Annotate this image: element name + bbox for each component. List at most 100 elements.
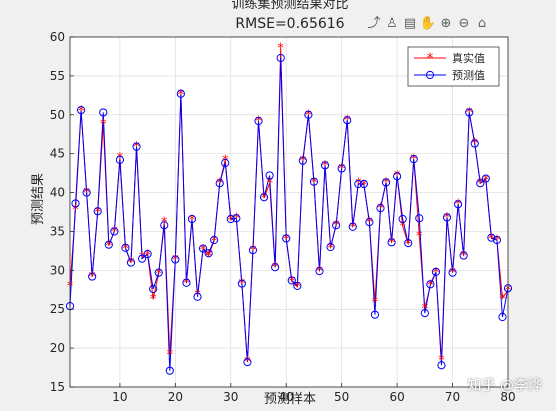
true-point: * — [433, 266, 440, 281]
pred-point — [154, 268, 163, 277]
true-point: * — [399, 220, 406, 235]
true-point: * — [499, 292, 506, 307]
pred-point — [320, 161, 330, 170]
true-point: * — [322, 159, 329, 174]
pred-point — [115, 155, 124, 164]
pred-point — [309, 177, 319, 186]
pred-point — [343, 116, 352, 125]
y-tick-label: 40 — [50, 186, 65, 200]
pred-point — [204, 249, 213, 258]
true-point: * — [261, 192, 268, 207]
pred-point — [498, 312, 507, 322]
pred-point — [454, 200, 463, 209]
pred-point — [431, 267, 441, 276]
true-point: * — [89, 270, 96, 285]
pred-point — [293, 281, 302, 290]
pred-point — [365, 218, 374, 227]
legend-marker-pred — [425, 70, 435, 80]
pred-point — [409, 155, 418, 164]
y-tick-label: 25 — [50, 302, 65, 316]
pred-point — [160, 221, 169, 230]
true-point: * — [139, 251, 146, 266]
true-point: * — [200, 243, 207, 258]
legend-box — [407, 46, 500, 87]
true-point: * — [172, 253, 179, 268]
pred-point — [232, 214, 241, 223]
true-point: * — [144, 248, 151, 263]
pred-point — [193, 292, 202, 301]
true-point: * — [355, 177, 362, 192]
pred-point — [82, 188, 91, 197]
zoom-in-icon[interactable]: ⊕ — [440, 15, 452, 31]
true-point: * — [250, 244, 257, 259]
pred-point — [254, 116, 263, 126]
y-tick-label: 20 — [50, 341, 65, 355]
x-tick-label: 70 — [445, 390, 460, 404]
y-tick-label: 55 — [50, 69, 65, 83]
pred-point — [198, 244, 208, 253]
pred-point — [337, 164, 346, 173]
pred-point — [359, 179, 368, 189]
x-tick-label: 20 — [168, 390, 183, 404]
legend[interactable]: * 真实值 预测值 — [407, 46, 500, 87]
true-point: * — [405, 237, 412, 252]
true-point: * — [266, 177, 273, 192]
pred-point — [387, 238, 396, 247]
pred-point — [149, 284, 158, 294]
true-point: * — [449, 266, 456, 281]
pred-point — [76, 106, 86, 115]
pred-point — [137, 254, 147, 263]
x-tick-label: 80 — [500, 390, 515, 404]
pred-point — [298, 156, 307, 165]
true-point: * — [122, 242, 129, 257]
true-point: * — [383, 176, 390, 191]
true-point: * — [471, 136, 478, 151]
export-icon[interactable]: ⤴ — [367, 15, 381, 31]
true-point: * — [133, 140, 140, 155]
x-axis-label: 预测样本 — [264, 392, 316, 407]
pred-point — [354, 179, 363, 189]
true-point: * — [394, 169, 401, 184]
pred-point — [259, 193, 269, 202]
true-point: * — [327, 241, 334, 256]
zoom-out-icon[interactable]: ⊖ — [458, 15, 470, 31]
axes-background — [70, 37, 508, 387]
x-tick-label: 60 — [389, 390, 404, 404]
true-point: * — [94, 206, 101, 221]
true-point: * — [350, 220, 357, 235]
true-point: * — [183, 276, 190, 291]
true-point: * — [78, 104, 85, 119]
pred-point — [276, 53, 285, 63]
x-tick-label: 50 — [334, 390, 349, 404]
pred-point — [132, 142, 141, 151]
home-icon[interactable]: ⌂ — [477, 15, 487, 31]
true-point: * — [239, 277, 246, 292]
pred-point — [348, 222, 357, 231]
true-point: * — [494, 234, 501, 249]
true-point: * — [483, 174, 490, 189]
y-tick-label: 35 — [50, 224, 65, 238]
pred-point — [398, 214, 407, 224]
true-point: * — [167, 348, 174, 363]
pred-point — [470, 139, 479, 148]
datatips-icon[interactable]: ▤ — [403, 15, 417, 31]
pred-point — [171, 255, 180, 264]
true-point: * — [216, 177, 223, 192]
pan-icon[interactable]: ✋ — [419, 15, 437, 31]
true-point: * — [150, 293, 157, 308]
true-point: * — [410, 153, 417, 168]
true-point: * — [283, 233, 290, 248]
brush-icon[interactable]: ♙ — [386, 15, 398, 31]
true-point: * — [211, 234, 218, 249]
pred-point — [415, 214, 424, 223]
pred-point — [182, 278, 191, 287]
true-point: * — [488, 232, 495, 247]
legend-entry-pred: 预测值 — [414, 69, 485, 82]
y-tick-label: 15 — [50, 380, 65, 394]
true-point: * — [194, 289, 201, 304]
true-point: * — [128, 256, 135, 271]
true-point: * — [300, 154, 307, 169]
true-point: * — [111, 225, 118, 240]
legend-marker-true: * — [427, 52, 434, 67]
pred-point — [492, 235, 502, 245]
